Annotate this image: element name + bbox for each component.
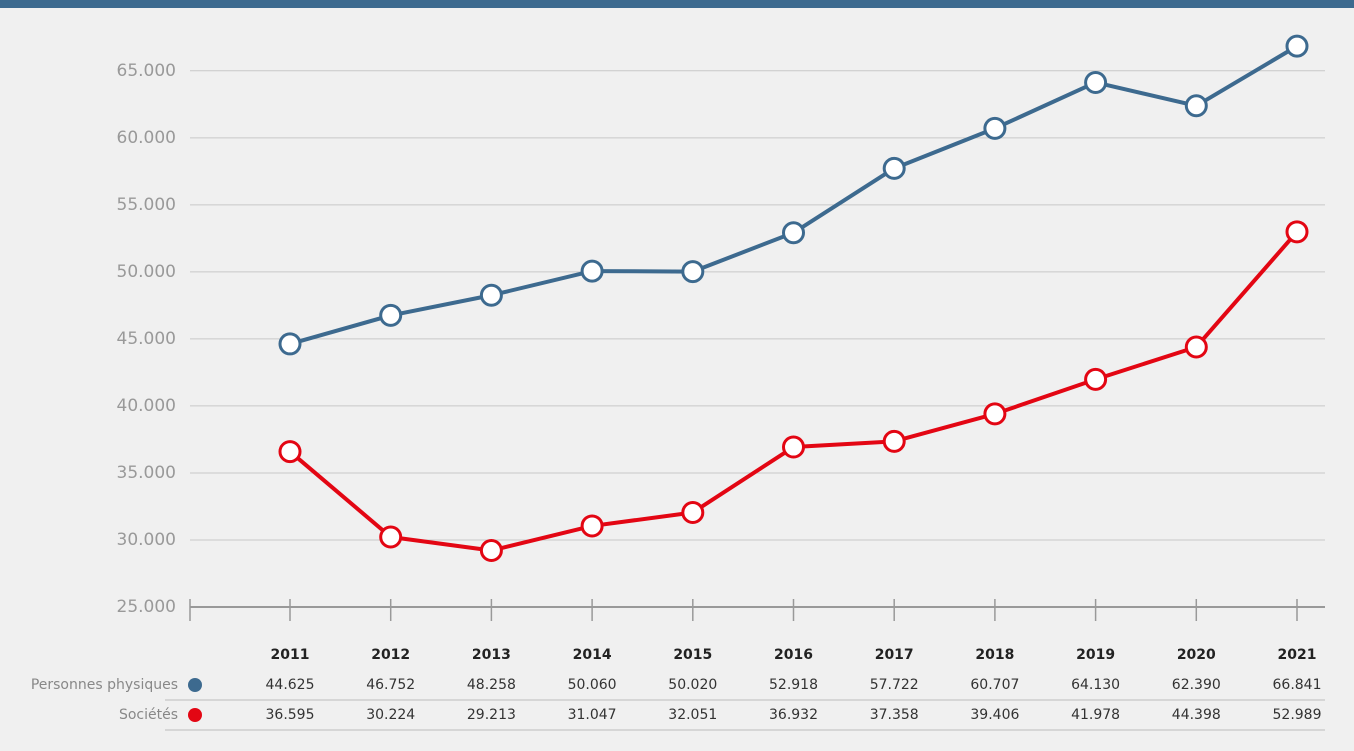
table-cell: 31.047	[568, 707, 617, 723]
x-tick-label: 2011	[271, 647, 310, 663]
marker	[379, 525, 403, 549]
table-cell: 29.213	[467, 707, 516, 723]
table-cell: 41.978	[1071, 707, 1120, 723]
marker	[580, 514, 604, 538]
marker	[882, 156, 906, 180]
marker	[882, 429, 906, 453]
table-cell: 30.224	[366, 707, 415, 723]
y-tick-label: 40.000	[117, 396, 176, 416]
marker	[278, 332, 302, 356]
x-tick-label: 2021	[1278, 647, 1317, 663]
marker	[1285, 220, 1309, 244]
marker	[1084, 70, 1108, 94]
x-tick-label: 2019	[1076, 647, 1115, 663]
legend-dot	[188, 708, 202, 722]
x-tick-label: 2016	[774, 647, 813, 663]
marker	[379, 303, 403, 327]
marker	[479, 539, 503, 563]
y-tick-label: 25.000	[117, 597, 176, 617]
marker	[1285, 34, 1309, 58]
table-cell: 50.020	[668, 677, 717, 693]
table-cell: 36.595	[266, 707, 315, 723]
table-cell: 32.051	[668, 707, 717, 723]
marker	[681, 500, 705, 524]
table-cell: 52.989	[1273, 707, 1322, 723]
table-cell: 57.722	[870, 677, 919, 693]
table-cell: 44.398	[1172, 707, 1221, 723]
legend-dot	[188, 678, 202, 692]
x-tick-label: 2017	[875, 647, 914, 663]
x-tick-label: 2020	[1177, 647, 1216, 663]
table-cell: 64.130	[1071, 677, 1120, 693]
x-tick-label: 2012	[371, 647, 410, 663]
x-tick-label: 2014	[573, 647, 612, 663]
marker	[1184, 94, 1208, 118]
marker	[580, 259, 604, 283]
marker	[1084, 367, 1108, 391]
marker	[983, 116, 1007, 140]
table-cell: 52.918	[769, 677, 818, 693]
marker	[782, 221, 805, 245]
y-tick-label: 30.000	[117, 530, 176, 550]
marker	[1184, 335, 1208, 359]
marker	[278, 440, 302, 464]
table-cell: 36.932	[769, 707, 818, 723]
x-tick-label: 2018	[975, 647, 1014, 663]
top-bar	[0, 0, 1354, 8]
table-cell: 39.406	[970, 707, 1019, 723]
table-cell: 46.752	[366, 677, 415, 693]
y-tick-label: 45.000	[117, 329, 176, 349]
x-tick-label: 2015	[673, 647, 712, 663]
marker	[782, 435, 805, 459]
table-cell: 37.358	[870, 707, 919, 723]
legend-label: Personnes physiques	[31, 677, 178, 693]
table-cell: 66.841	[1273, 677, 1322, 693]
table-cell: 62.390	[1172, 677, 1221, 693]
y-tick-label: 35.000	[117, 463, 176, 483]
y-tick-label: 55.000	[117, 195, 176, 215]
y-tick-label: 50.000	[117, 262, 176, 282]
table-cell: 48.258	[467, 677, 516, 693]
legend-label: Sociétés	[119, 707, 178, 723]
y-tick-label: 65.000	[117, 61, 176, 81]
table-cell: 60.707	[970, 677, 1019, 693]
y-tick-label: 60.000	[117, 128, 176, 148]
x-tick-label: 2013	[472, 647, 511, 663]
marker	[681, 260, 705, 284]
marker	[479, 283, 503, 307]
table-cell: 50.060	[568, 677, 617, 693]
table-cell: 44.625	[266, 677, 315, 693]
marker	[983, 402, 1007, 426]
